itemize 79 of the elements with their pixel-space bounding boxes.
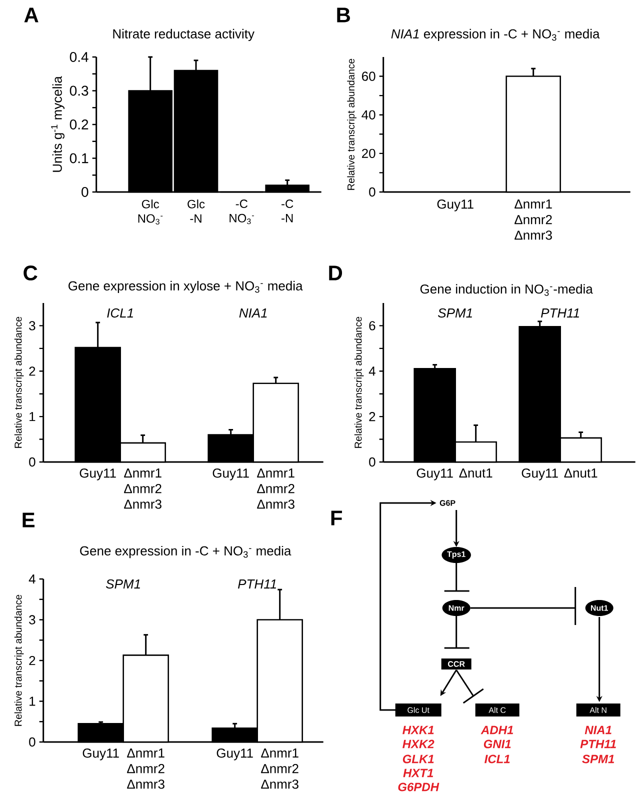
text: G6PDH	[398, 782, 440, 792]
text: Alt N	[590, 707, 606, 713]
text: Δnmr1 Δnmr2 Δnmr3	[260, 748, 298, 789]
series-label: Δnmr1 Δnmr2 Δnmr3	[124, 468, 162, 509]
text: Δnut1	[564, 468, 598, 478]
text: HXK2	[402, 740, 434, 748]
chart-title: Gene expression in -C + NO$_{3}$$^{-}$ media	[80, 546, 292, 558]
text: GNI1	[484, 740, 511, 748]
text: Nmr	[448, 605, 464, 611]
text: Guy11	[522, 468, 558, 480]
text: PTH11	[580, 740, 616, 748]
text: G6P	[440, 500, 456, 506]
text: Δnmr1 Δnmr2 Δnmr3	[256, 468, 294, 509]
y-tick-label: 4	[368, 366, 376, 376]
series-label: Δnmr1 Δnmr2 Δnmr3	[126, 748, 164, 789]
x-tick-label: Glc -N	[187, 200, 205, 223]
x-tick-label: PTH11	[540, 308, 579, 318]
text: Glc Ut	[407, 707, 430, 713]
x-tick-label: ICL1	[106, 308, 133, 318]
x-tick-label: Δnmr1 Δnmr2 Δnmr3	[514, 200, 552, 240]
text: E	[22, 512, 34, 528]
y-tick-label: 0.3	[70, 86, 88, 96]
text: HXK1	[402, 726, 434, 734]
y-tick-label: 60	[362, 72, 376, 81]
text: B	[337, 8, 350, 22]
y-tick-label: 3	[28, 615, 36, 624]
y-tick-label: 0	[81, 187, 88, 197]
series-label: Δnut1	[459, 468, 492, 478]
y-tick-label: 2	[29, 366, 35, 376]
series-label: Guy11	[416, 468, 453, 480]
y-tick-label: 0.4	[70, 52, 88, 62]
y-tick-label: 1	[29, 696, 36, 706]
text: Guy11	[216, 748, 253, 760]
series-label: Guy11	[80, 468, 116, 480]
text: F	[331, 510, 342, 526]
y-tick-label: 0	[368, 457, 376, 467]
x-tick-label: SPM1	[438, 308, 472, 318]
x-tick-label: -C -N	[281, 200, 294, 222]
y-axis-title: Relative transcript abundance	[347, 58, 356, 190]
y-tick-label: 6	[369, 321, 376, 330]
text: ICL1	[484, 754, 510, 764]
text: CCR	[448, 661, 465, 667]
x-tick-label: Glc NO$_{3}$-	[138, 200, 162, 224]
text: SPM1	[582, 754, 614, 764]
text: D	[329, 266, 342, 280]
y-tick-label: 0.2	[70, 120, 88, 130]
text: C	[23, 266, 38, 280]
y-axis-title: Units g$^{-1}$ mycelia	[51, 76, 64, 172]
text: GLK1	[402, 754, 434, 764]
chart-title: NIA1 expression in -C + NO$_{3}$$^{-}$ media	[391, 28, 600, 42]
chart-title: Nitrate reductase activity	[113, 28, 254, 42]
y-tick-label: 3	[28, 321, 36, 330]
text: A	[24, 8, 38, 22]
series-label: Guy11	[82, 748, 119, 760]
text: ADH1	[480, 726, 513, 734]
y-axis-title: Relative transcript abundance	[14, 316, 24, 448]
text: Tps1	[446, 551, 466, 559]
text: Alt C	[488, 707, 506, 713]
text: Nut1	[590, 605, 608, 611]
x-tick-label: -C NO$_{3}$-	[230, 200, 254, 224]
text: Guy11	[212, 468, 249, 480]
y-tick-label: 1	[29, 412, 36, 422]
y-tick-label: 2	[369, 412, 375, 422]
text: HXT1	[403, 768, 433, 778]
y-tick-label: 0	[368, 187, 376, 197]
y-tick-label: 0.1	[70, 153, 88, 164]
y-tick-label: 0	[28, 457, 36, 467]
x-tick-label: NIA1	[239, 308, 267, 318]
y-axis-title: Relative transcript abundance	[354, 316, 364, 448]
text: NIA1	[584, 726, 612, 734]
x-tick-label: Guy11	[437, 200, 474, 212]
y-tick-label: 40	[361, 110, 376, 120]
y-tick-label: 4	[28, 574, 36, 584]
y-tick-label: 20	[362, 148, 376, 158]
y-tick-label: 0	[28, 737, 36, 747]
chart-title: Gene induction in NO$_{3}$$^{-}$-media	[420, 284, 593, 296]
y-axis-title: Relative transcript abundance	[14, 594, 24, 726]
y-tick-label: 2	[29, 656, 35, 666]
chart-title: Gene expression in xylose + NO$_{3}$$^{-}$ media	[68, 280, 303, 294]
